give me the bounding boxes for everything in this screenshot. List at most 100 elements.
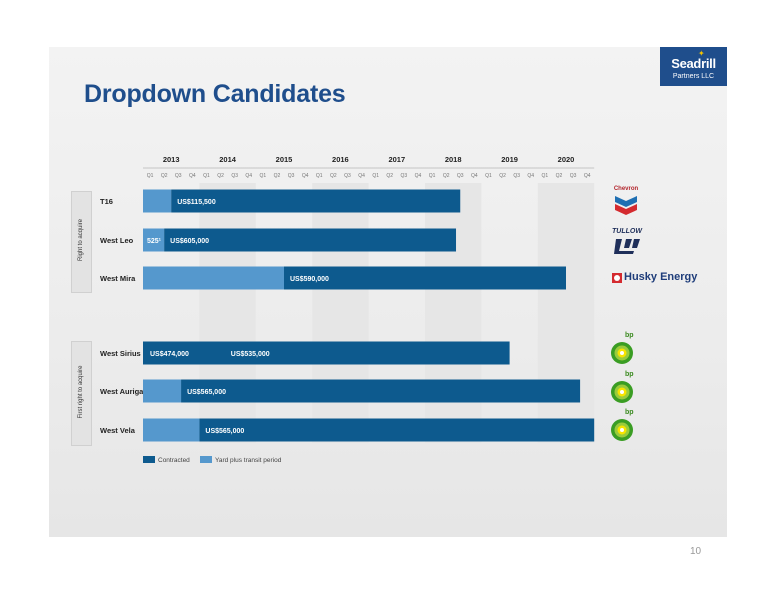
quarter-label: Q4: [245, 173, 252, 179]
rig-name-label: T16: [100, 197, 113, 206]
quarter-label: Q2: [386, 173, 393, 179]
quarter-label: Q2: [556, 173, 563, 179]
legend-swatch-contracted: [143, 456, 155, 463]
bar-contracted: [284, 266, 566, 290]
bp-helios-icon: [611, 419, 633, 441]
quarter-label: Q1: [485, 173, 492, 179]
quarter-label: Q2: [499, 173, 506, 179]
quarter-label: Q3: [513, 173, 520, 179]
year-label: 2017: [388, 155, 405, 164]
group-box-right-to-acquire: [71, 191, 92, 293]
quarter-label: Q4: [471, 173, 478, 179]
quarter-label: Q4: [584, 173, 591, 179]
quarter-label: Q4: [189, 173, 196, 179]
husky-text: Husky Energy: [624, 271, 698, 283]
bar-contracted: [171, 189, 461, 213]
bar-data-label: US$590,000: [290, 276, 329, 283]
page-title: Dropdown Candidates: [84, 80, 346, 108]
quarter-label: Q3: [401, 173, 408, 179]
year-shade-2014: [199, 183, 256, 443]
page-number: 10: [690, 546, 702, 557]
bar-contracted: [181, 379, 581, 403]
quarter-label: Q4: [358, 173, 365, 179]
quarter-label: Q1: [372, 173, 379, 179]
rig-name-label: West Sirius: [100, 349, 141, 358]
bp-logo-3: bp: [610, 409, 636, 443]
bar-yard: [143, 228, 165, 252]
bar-yard: [143, 379, 182, 403]
quarter-label: Q2: [330, 173, 337, 179]
quarter-label: Q1: [203, 173, 210, 179]
quarter-label: Q1: [147, 173, 154, 179]
quarter-label: Q2: [217, 173, 224, 179]
year-label: 2013: [163, 155, 180, 164]
slide-background: [49, 47, 727, 537]
logo-subtitle: Partners LLC: [672, 73, 715, 80]
quarter-label: Q3: [570, 173, 577, 179]
legend-swatch-yard: [200, 456, 212, 463]
year-label: 2020: [558, 155, 575, 164]
quarter-label: Q4: [527, 173, 534, 179]
bar-yard: [143, 266, 284, 290]
bp-helios-icon: [611, 342, 633, 364]
rig-name-label: West Mira: [100, 274, 136, 283]
bp-text: bp: [625, 332, 634, 339]
year-label: 2018: [445, 155, 462, 164]
tullow-logo: TULLOW: [612, 228, 646, 256]
quarter-label: Q2: [274, 173, 281, 179]
quarter-label: Q3: [288, 173, 295, 179]
legend-label: Contracted: [158, 457, 190, 464]
bar-contracted: [199, 418, 595, 442]
bp-text: bp: [625, 409, 634, 416]
quarter-label: Q4: [302, 173, 309, 179]
rig-name-label: West Leo: [100, 236, 134, 245]
quarter-label: Q4: [415, 173, 422, 179]
year-shade-2020: [537, 183, 595, 443]
husky-icon: [612, 273, 622, 283]
quarter-label: Q3: [457, 173, 464, 179]
logo-name: Seadrill: [671, 56, 716, 71]
bar-contracted: [164, 228, 457, 252]
bar-data-label: US$474,000: [150, 351, 189, 358]
bp-logo-2: bp: [610, 371, 636, 405]
bar-data-label: US$565,000: [205, 428, 244, 435]
bar-yard: [143, 189, 172, 213]
legend-label: Yard plus transit period: [215, 457, 282, 464]
bp-helios-icon: [611, 381, 633, 403]
chevron-text: Chevron: [613, 186, 639, 192]
year-label: 2019: [501, 155, 518, 164]
bp-logo-1: bp: [610, 332, 636, 366]
quarter-label: Q1: [429, 173, 436, 179]
quarter-label: Q2: [443, 173, 450, 179]
bar-data-label: US$115,500: [177, 199, 216, 206]
quarter-label: Q3: [344, 173, 351, 179]
year-shade-2018: [425, 183, 482, 443]
bar-data-label: US$535,000: [231, 351, 270, 358]
chevron-logo: Chevron: [612, 186, 640, 216]
quarter-label: Q1: [542, 173, 549, 179]
tullow-mark-icon: [614, 239, 640, 254]
quarter-label: Q1: [316, 173, 323, 179]
quarter-label: Q1: [260, 173, 267, 179]
seadrill-logo: ✦ Seadrill Partners LLC: [660, 47, 727, 86]
year-shade-2016: [312, 183, 369, 443]
bar-data-label: US$565,000: [187, 389, 226, 396]
bar-contracted: [143, 341, 510, 365]
bar-data-label: US$605,000: [170, 238, 209, 245]
year-label: 2014: [219, 155, 237, 164]
bar-yard: [143, 418, 200, 442]
quarter-label: Q3: [231, 173, 238, 179]
quarter-label: Q2: [161, 173, 168, 179]
rig-name-label: West Vela: [100, 426, 136, 435]
rig-name-label: West Auriga: [100, 387, 144, 396]
bar-data-label: 525¹: [147, 238, 162, 245]
year-label: 2016: [332, 155, 349, 164]
bp-text: bp: [625, 371, 634, 378]
husky-logo: Husky Energy: [612, 271, 712, 285]
tullow-text: TULLOW: [612, 228, 642, 235]
group-box-first-right: [71, 341, 92, 446]
year-label: 2015: [276, 155, 293, 164]
star-icon: ✦: [698, 49, 705, 58]
chevron-icon: [615, 196, 637, 215]
